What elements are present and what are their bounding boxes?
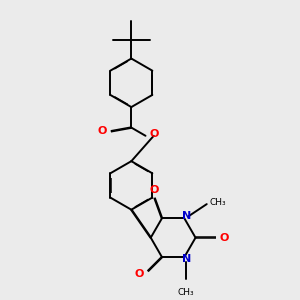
Text: O: O [98, 126, 107, 136]
Text: O: O [220, 233, 229, 243]
Text: CH₃: CH₃ [210, 198, 226, 207]
Text: CH₃: CH₃ [178, 288, 194, 297]
Text: N: N [182, 212, 191, 221]
Text: O: O [149, 129, 158, 139]
Text: N: N [182, 254, 191, 264]
Text: O: O [150, 184, 159, 195]
Text: O: O [135, 269, 144, 279]
